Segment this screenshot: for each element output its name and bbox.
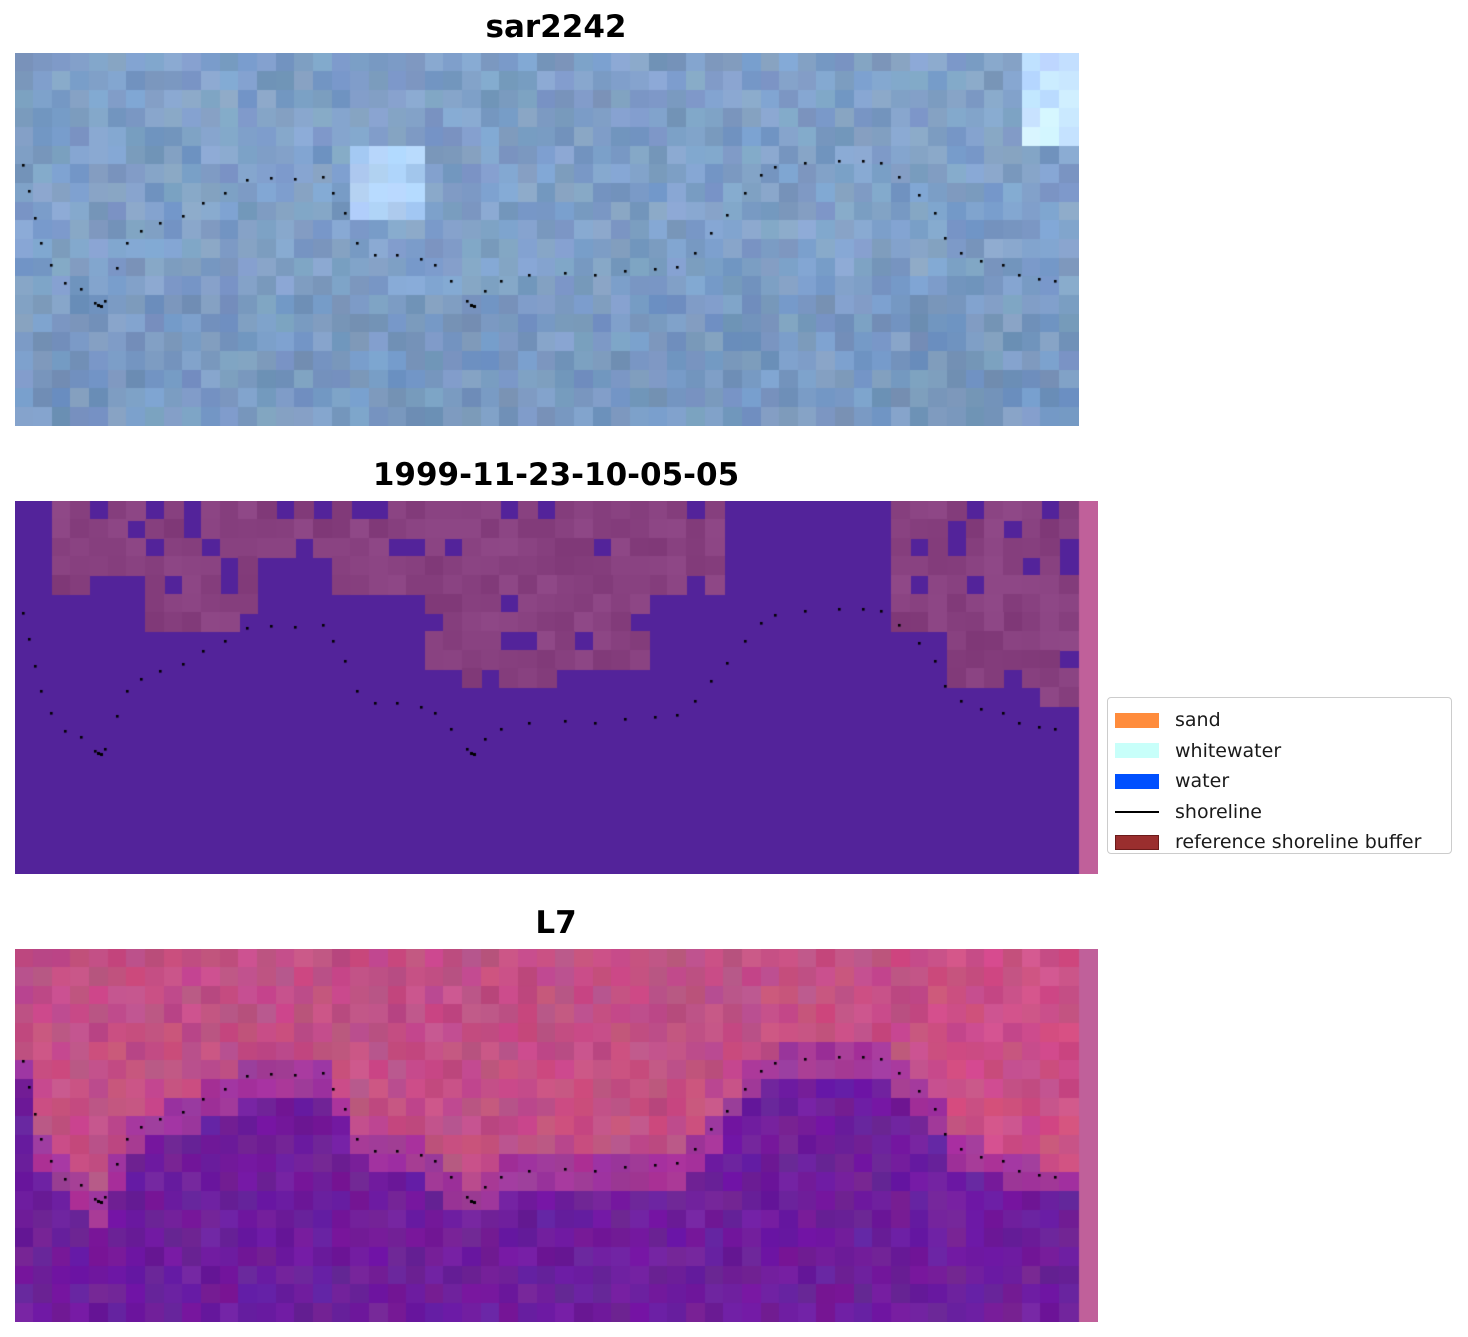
legend-label-shoreline: shoreline	[1175, 800, 1262, 823]
legend: sand whitewater water shoreline referenc…	[1107, 697, 1452, 854]
classified-image	[15, 501, 1098, 874]
legend-item-sand: sand	[1115, 705, 1443, 736]
legend-swatch-water	[1115, 773, 1159, 789]
panel-title-landsat: L7	[535, 905, 577, 941]
panel-title-classified: 1999-11-23-10-05-05	[372, 457, 740, 493]
landsat-image	[15, 949, 1098, 1322]
legend-item-shoreline: shoreline	[1115, 797, 1443, 828]
legend-label-reference-buffer: reference shoreline buffer	[1175, 831, 1422, 854]
legend-item-whitewater: whitewater	[1115, 736, 1443, 767]
classified-image-panel	[15, 501, 1098, 874]
legend-label-sand: sand	[1175, 709, 1221, 732]
landsat-image-panel	[15, 949, 1098, 1322]
sar-image	[15, 53, 1079, 426]
legend-swatch-shoreline	[1115, 810, 1159, 813]
legend-swatch-whitewater	[1115, 743, 1159, 759]
legend-label-water: water	[1175, 770, 1230, 793]
legend-label-whitewater: whitewater	[1175, 739, 1282, 762]
legend-swatch-sand	[1115, 712, 1159, 728]
legend-item-reference-buffer: reference shoreline buffer	[1115, 827, 1443, 858]
legend-item-water: water	[1115, 766, 1443, 797]
legend-swatch-reference-buffer	[1115, 834, 1159, 850]
sar-image-panel	[15, 53, 1079, 426]
panel-title-sar: sar2242	[485, 9, 627, 45]
